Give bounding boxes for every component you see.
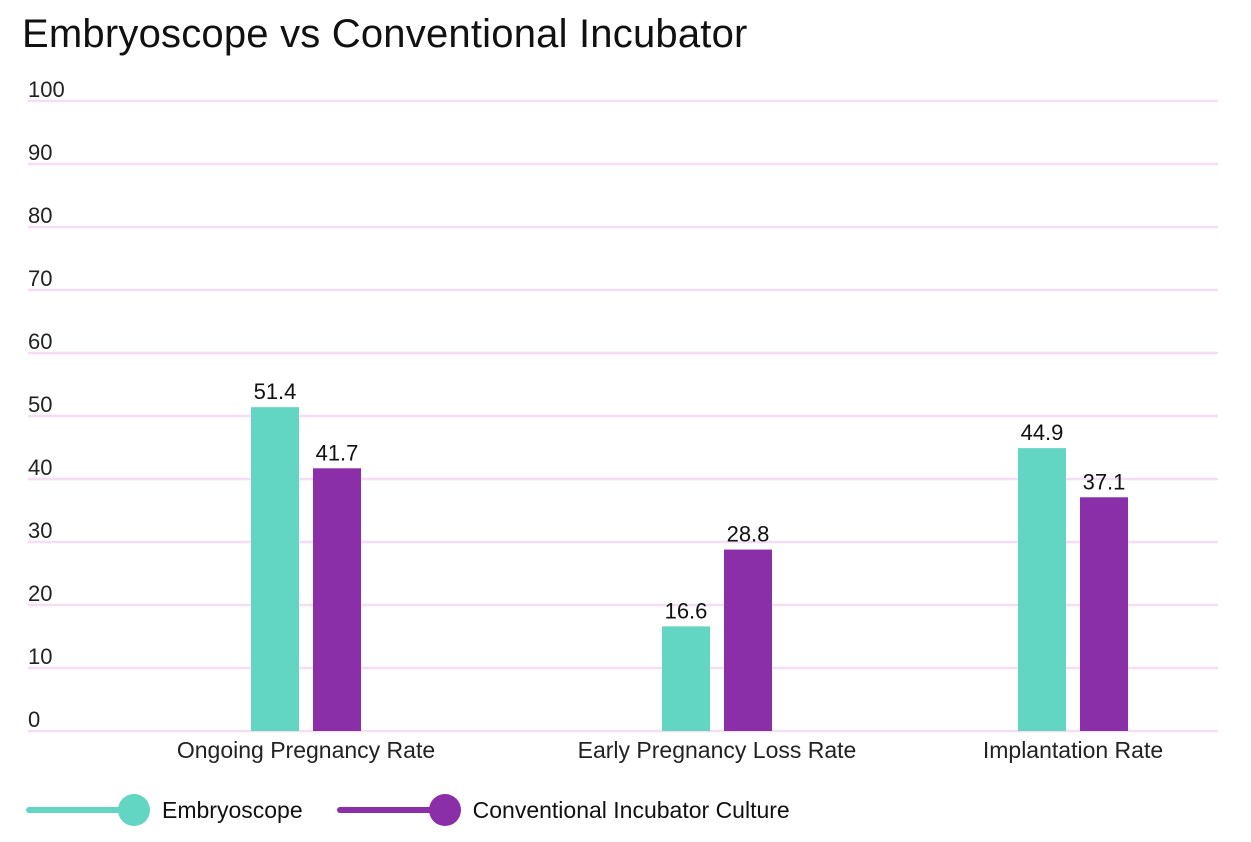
- legend-line: [336, 807, 447, 813]
- legend-swatch-conventional: [336, 792, 461, 828]
- x-axis-labels: Ongoing Pregnancy Rate Early Pregnancy Lo…: [177, 737, 1163, 763]
- legend-dot: [118, 794, 150, 826]
- bar[interactable]: [662, 626, 710, 731]
- x-tick-label: Implantation Rate: [983, 737, 1163, 763]
- grid-lines: [28, 99, 1218, 733]
- legend-item-conventional[interactable]: Conventional Incubator Culture: [336, 792, 790, 828]
- bar-value-label: 37.1: [1083, 469, 1126, 494]
- y-tick-label: 20: [28, 581, 52, 606]
- bar[interactable]: [1080, 497, 1128, 731]
- y-axis-ticks: 0 10 20 30 40 50 60 70 80 90 100: [28, 77, 65, 732]
- bar[interactable]: [251, 407, 299, 731]
- bar[interactable]: [1018, 448, 1066, 731]
- bar-value-label: 44.9: [1021, 420, 1064, 445]
- bar-value-label: 41.7: [316, 440, 359, 465]
- bar-chart: 0 10 20 30 40 50 60 70 80 90 100 51.4 41.7 16.6 28.8 4…: [28, 77, 1218, 763]
- bar-value-label: 16.6: [665, 598, 708, 623]
- bar-value-label: 51.4: [254, 379, 297, 404]
- y-tick-label: 0: [28, 707, 40, 732]
- bar-series: 51.4 41.7 16.6 28.8 44.9 37.1: [251, 379, 1128, 731]
- chart-title: Embryoscope vs Conventional Incubator: [22, 12, 748, 56]
- y-tick-label: 60: [28, 329, 52, 354]
- y-tick-label: 10: [28, 644, 52, 669]
- bar[interactable]: [313, 468, 361, 731]
- y-tick-label: 70: [28, 266, 52, 291]
- y-tick-label: 90: [28, 140, 52, 165]
- legend: Embryoscope Conventional Incubator Cultu…: [26, 790, 824, 830]
- x-tick-label: Early Pregnancy Loss Rate: [578, 737, 857, 763]
- legend-dot: [428, 794, 461, 826]
- x-tick-label: Ongoing Pregnancy Rate: [177, 737, 435, 763]
- y-tick-label: 30: [28, 518, 52, 543]
- bar-value-label: 28.8: [727, 522, 770, 547]
- legend-line: [26, 807, 136, 813]
- legend-swatch-embryoscope: [26, 792, 150, 828]
- bar[interactable]: [724, 549, 772, 731]
- y-tick-label: 80: [28, 203, 52, 228]
- legend-label: Embryoscope: [162, 796, 303, 823]
- legend-label: Conventional Incubator Culture: [472, 796, 790, 823]
- y-tick-label: 50: [28, 392, 52, 417]
- y-tick-label: 40: [28, 455, 52, 480]
- y-tick-label: 100: [28, 77, 65, 102]
- legend-item-embryoscope[interactable]: Embryoscope: [26, 792, 303, 828]
